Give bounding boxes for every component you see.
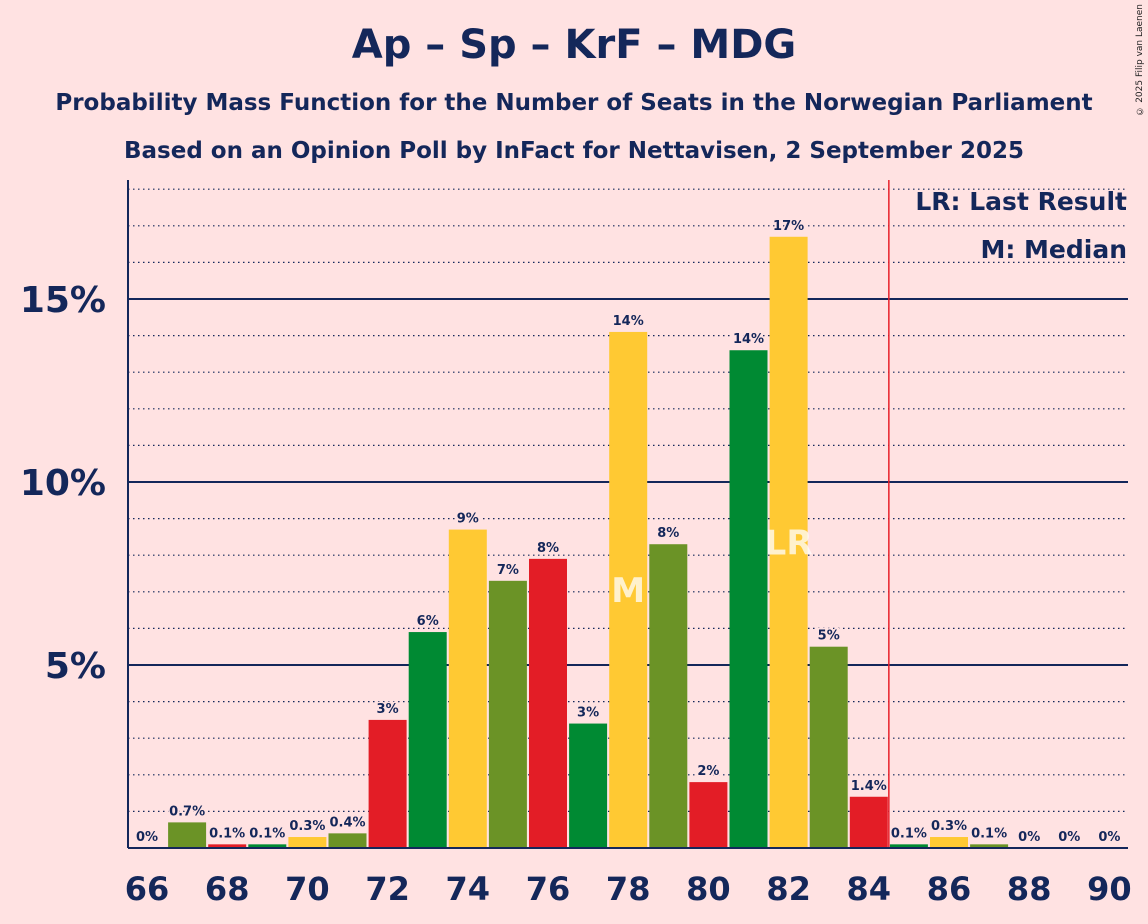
bar xyxy=(448,529,487,848)
chart-title: Ap – Sp – KrF – MDG xyxy=(351,22,797,68)
data-label: 0.1% xyxy=(249,826,285,841)
data-label: 17% xyxy=(773,219,804,234)
data-label: 8% xyxy=(537,541,559,556)
bar xyxy=(408,632,447,848)
x-tick-label: 88 xyxy=(1007,870,1052,908)
x-tick-label: 82 xyxy=(766,870,811,908)
legend-last-result: LR: Last Result xyxy=(915,187,1127,216)
x-tick-label: 68 xyxy=(205,870,250,908)
data-label: 0% xyxy=(1018,830,1040,845)
x-tick-label: 90 xyxy=(1087,870,1132,908)
data-label: 1.4% xyxy=(851,779,887,794)
data-label: 3% xyxy=(577,706,599,721)
y-tick-label: 5% xyxy=(45,646,106,687)
x-tick-label: 86 xyxy=(927,870,972,908)
x-tick-label: 78 xyxy=(606,870,651,908)
data-label: 9% xyxy=(457,512,479,527)
data-label: 0.4% xyxy=(329,815,365,830)
data-label: 2% xyxy=(697,764,719,779)
bar xyxy=(930,837,968,848)
x-tick-label: 80 xyxy=(686,870,731,908)
bar xyxy=(168,822,207,848)
legend-median: M: Median xyxy=(980,235,1127,264)
data-label: 0.3% xyxy=(931,819,967,834)
data-label: 0.1% xyxy=(971,826,1007,841)
bar xyxy=(849,796,888,848)
data-label: 0.1% xyxy=(891,826,927,841)
last-result-marker: LR xyxy=(765,523,813,563)
bar xyxy=(689,782,728,848)
bar xyxy=(368,719,407,848)
bar xyxy=(609,331,648,848)
bar xyxy=(328,833,367,848)
bar xyxy=(889,844,928,848)
x-tick-label: 76 xyxy=(526,870,571,908)
chart-subtitle: Probability Mass Function for the Number… xyxy=(55,90,1093,116)
bar xyxy=(569,723,608,848)
bar xyxy=(529,558,567,848)
x-tick-label: 74 xyxy=(446,870,491,908)
bar xyxy=(970,844,1009,848)
y-tick-label: 15% xyxy=(20,280,106,321)
data-label: 8% xyxy=(657,526,679,541)
x-tick-label: 84 xyxy=(847,870,892,908)
data-label: 7% xyxy=(497,563,519,578)
y-tick-label: 10% xyxy=(20,463,106,504)
bar xyxy=(729,350,768,848)
bar xyxy=(208,844,247,848)
bar xyxy=(248,844,287,848)
median-marker: M xyxy=(611,571,645,611)
bar xyxy=(288,837,327,848)
data-label: 14% xyxy=(733,332,764,347)
x-tick-label: 70 xyxy=(285,870,330,908)
bar xyxy=(769,236,808,848)
chart-subtitle-source: Based on an Opinion Poll by InFact for N… xyxy=(123,138,1024,164)
data-label: 0.3% xyxy=(289,819,325,834)
data-label: 14% xyxy=(613,314,644,329)
bar xyxy=(809,646,848,848)
x-tick-label: 72 xyxy=(365,870,410,908)
data-label: 3% xyxy=(377,702,399,717)
data-label: 0% xyxy=(1098,830,1120,845)
bar xyxy=(649,544,688,848)
data-label: 0% xyxy=(136,830,158,845)
x-tick-label: 66 xyxy=(125,870,170,908)
bar xyxy=(488,580,527,848)
data-label: 6% xyxy=(417,614,439,629)
data-label: 0% xyxy=(1058,830,1080,845)
data-label: 0.7% xyxy=(169,804,205,819)
data-label: 0.1% xyxy=(209,826,245,841)
data-label: 5% xyxy=(818,629,840,644)
